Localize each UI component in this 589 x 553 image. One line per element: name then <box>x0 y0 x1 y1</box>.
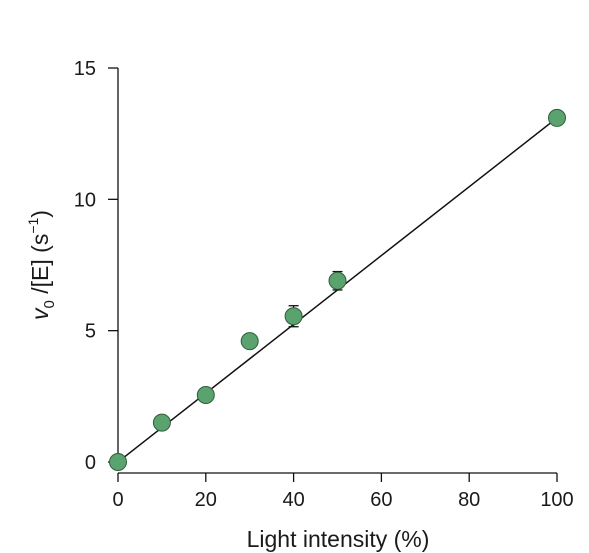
x-tick-label: 100 <box>540 489 573 511</box>
data-point <box>328 271 347 290</box>
y-axis-label-sup: −1 <box>25 217 41 233</box>
axes: 0 5 10 15 0 20 40 60 80 100 <box>74 58 574 511</box>
x-tick-label: 60 <box>370 489 392 511</box>
data-point <box>548 108 566 127</box>
y-tick-label: 5 <box>85 321 96 343</box>
data-point <box>109 453 127 471</box>
x-tick-label: 80 <box>458 489 480 511</box>
y-tick-label: 15 <box>74 58 96 80</box>
data-points <box>109 108 566 471</box>
data-point <box>152 413 171 432</box>
y-axis-label-var: v <box>27 307 53 320</box>
x-tick-label: 0 <box>112 489 123 511</box>
x-tick-label: 20 <box>195 489 217 511</box>
y-tick-label: 0 <box>85 452 96 474</box>
y-axis-label-sub: 0 <box>41 300 58 308</box>
y-axis-label-close: ) <box>27 210 53 218</box>
y-axis-label: v0 /[E] (s−1) <box>25 210 58 320</box>
data-point <box>196 386 215 405</box>
y-axis-label-main: /[E] (s <box>27 234 53 300</box>
data-point <box>240 332 259 351</box>
y-tick-label: 10 <box>74 189 96 211</box>
x-axis-label: Light intensity (%) <box>247 526 430 552</box>
data-point <box>284 307 303 326</box>
x-tick-label: 40 <box>282 489 304 511</box>
